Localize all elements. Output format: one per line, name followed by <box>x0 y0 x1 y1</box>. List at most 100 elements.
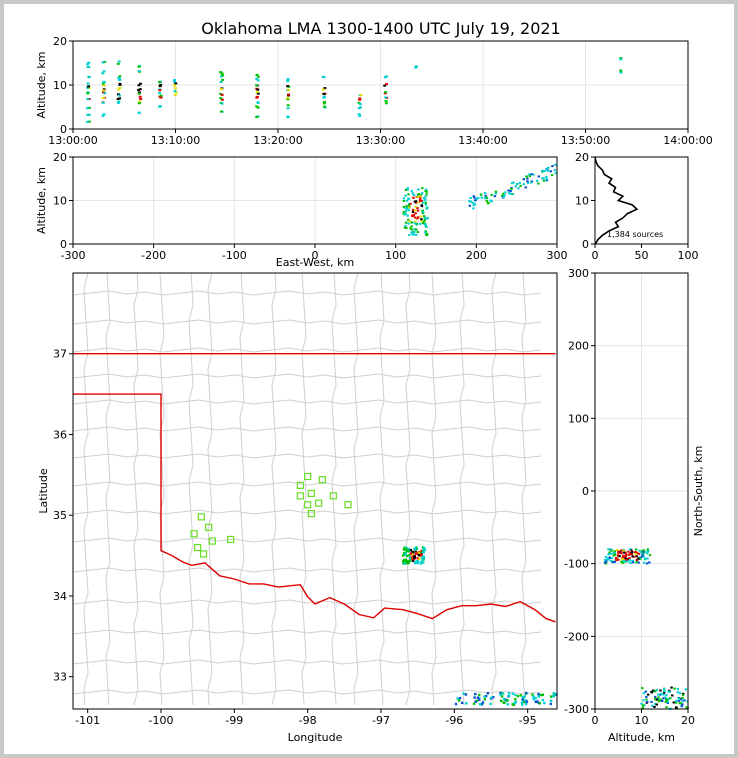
lma-station <box>304 472 312 481</box>
figure: Oklahoma LMA 1300-1400 UTC July 19, 2021… <box>35 19 713 744</box>
source-point <box>540 169 544 172</box>
source-point <box>425 193 428 196</box>
source-point <box>478 698 481 701</box>
source-point <box>85 86 89 89</box>
source-point <box>665 698 669 701</box>
source-point <box>522 183 525 186</box>
source-point <box>407 209 410 212</box>
source-point <box>420 215 423 218</box>
source-point <box>402 558 406 562</box>
source-point <box>322 100 326 103</box>
source-point <box>642 550 645 553</box>
source-point <box>676 688 679 691</box>
source-point <box>417 201 420 204</box>
y-tick-label: 20 <box>575 151 589 164</box>
source-point <box>622 551 626 554</box>
y-axis-label: North-South, km <box>692 446 705 537</box>
source-point <box>654 697 657 700</box>
source-point <box>322 92 326 95</box>
source-point <box>411 233 415 236</box>
source-point <box>528 175 532 178</box>
source-point <box>624 554 628 557</box>
source-point <box>526 177 529 180</box>
source-point <box>117 76 121 79</box>
source-point <box>158 105 162 108</box>
source-point <box>543 170 546 173</box>
source-point <box>410 228 414 231</box>
source-point <box>622 560 626 563</box>
source-point <box>404 548 407 551</box>
source-point <box>404 210 408 213</box>
county-line <box>239 272 245 706</box>
x-axis-label: Altitude, km <box>608 731 675 744</box>
source-point <box>663 690 666 693</box>
source-point <box>410 221 413 224</box>
source-point <box>424 189 427 192</box>
source-point <box>468 200 471 203</box>
source-point <box>87 106 91 109</box>
source-point <box>604 556 608 559</box>
source-point <box>631 561 635 564</box>
source-point <box>383 76 387 79</box>
source-point <box>486 692 490 695</box>
source-point <box>220 102 224 105</box>
source-point <box>424 198 427 201</box>
source-point <box>642 555 646 558</box>
source-point <box>609 560 613 563</box>
source-point <box>553 692 557 696</box>
county-line <box>405 272 411 706</box>
x-tick-label: 13:10:00 <box>151 134 200 147</box>
source-point <box>411 550 414 554</box>
source-point <box>616 558 619 561</box>
source-point <box>534 696 537 700</box>
source-point <box>536 700 539 703</box>
source-point <box>359 106 363 109</box>
lma-station <box>329 492 337 500</box>
source-point <box>220 75 224 78</box>
source-point <box>407 218 410 221</box>
lma-station <box>190 530 198 538</box>
county-line <box>459 272 465 706</box>
source-point <box>403 546 406 550</box>
source-point <box>415 552 418 555</box>
source-point <box>635 558 639 561</box>
y-tick-label: 300 <box>568 267 589 280</box>
source-point <box>138 82 142 85</box>
source-point <box>402 548 406 551</box>
source-point <box>535 179 539 182</box>
y-tick-label: 10 <box>575 195 589 208</box>
source-point <box>531 693 534 696</box>
source-point <box>519 184 522 187</box>
source-point <box>423 216 427 219</box>
source-point <box>528 173 531 176</box>
source-point <box>286 104 290 107</box>
source-point <box>683 699 686 702</box>
source-point <box>619 57 623 60</box>
source-point <box>506 699 509 702</box>
source-point <box>613 560 617 563</box>
county-line <box>431 272 437 706</box>
source-point <box>637 552 641 555</box>
source-point <box>645 562 649 565</box>
county-line <box>188 272 194 706</box>
source-point <box>118 78 122 81</box>
source-point <box>406 187 410 190</box>
x-tick-label: -97 <box>372 714 390 727</box>
source-point <box>86 92 90 95</box>
county-line <box>133 272 139 706</box>
source-point <box>680 705 683 708</box>
source-point <box>665 694 668 697</box>
source-point <box>410 189 414 192</box>
source-point <box>541 693 545 696</box>
source-point <box>101 101 105 104</box>
source-point <box>644 690 647 693</box>
source-point <box>416 560 420 563</box>
source-point <box>102 89 106 92</box>
source-point <box>522 700 526 704</box>
source-point <box>138 100 142 103</box>
altitude-histogram-panel <box>594 156 689 245</box>
source-point <box>680 698 683 701</box>
source-point <box>534 700 537 704</box>
source-point <box>418 551 421 555</box>
x-tick-label: -98 <box>299 714 317 727</box>
